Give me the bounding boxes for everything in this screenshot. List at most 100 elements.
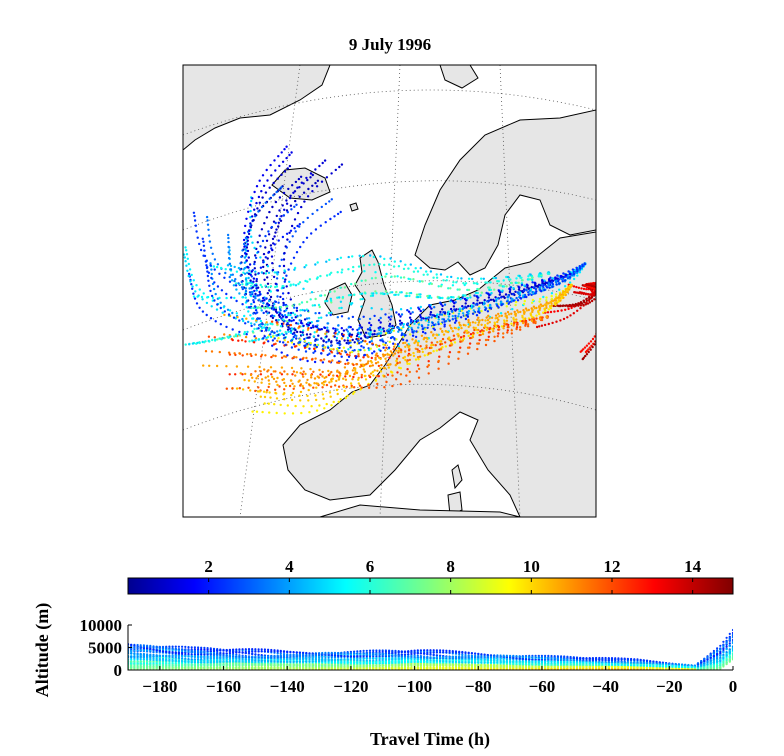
trajectory-point: [294, 374, 297, 377]
trajectory-point: [476, 347, 479, 351]
trajectory-point: [373, 314, 376, 318]
trajectory-point: [461, 305, 464, 308]
trajectory-point: [453, 341, 457, 344]
trajectory-point: [488, 304, 492, 307]
trajectory-point: [343, 389, 346, 393]
trajectory-point: [522, 302, 526, 306]
trajectory-point: [223, 333, 226, 336]
trajectory-point: [274, 169, 277, 172]
trajectory-point: [295, 322, 298, 325]
trajectory-point: [215, 308, 219, 311]
trajectory-point: [297, 282, 300, 286]
trajectory-point: [340, 355, 343, 358]
trajectory-point: [427, 364, 430, 367]
trajectory-point: [205, 266, 209, 270]
trajectory-point: [435, 349, 438, 352]
trajectory-point: [283, 381, 286, 385]
trajectory-point: [357, 376, 360, 380]
trajectory-point: [372, 292, 375, 295]
trajectory-point: [192, 279, 195, 282]
colorbar-tick-label: 10: [523, 557, 540, 576]
trajectory-point: [355, 363, 359, 366]
trajectory-point: [374, 362, 378, 365]
trajectory-point: [528, 318, 531, 321]
trajectory-point: [464, 294, 467, 297]
trajectory-point: [260, 309, 263, 312]
trajectory-point: [271, 248, 274, 252]
trajectory-point: [487, 338, 490, 342]
trajectory-point: [337, 324, 340, 327]
trajectory-point: [439, 285, 443, 288]
trajectory-point: [537, 283, 541, 286]
trajectory-point: [379, 316, 382, 320]
trajectory-point: [601, 289, 603, 291]
trajectory-point: [418, 280, 421, 283]
trajectory-point: [385, 360, 388, 363]
trajectory-point: [335, 388, 339, 392]
trajectory-point: [228, 353, 232, 356]
trajectory-point: [250, 324, 253, 328]
trajectory-point: [258, 234, 261, 237]
trajectory-point: [205, 301, 209, 305]
trajectory-point: [302, 324, 305, 327]
trajectory-point: [238, 387, 241, 390]
trajectory-point: [447, 362, 450, 365]
trajectory-point: [337, 385, 341, 388]
trajectory-point: [258, 317, 261, 320]
trajectory-point: [464, 302, 467, 305]
trajectory-point: [560, 295, 564, 298]
trajectory-point: [238, 319, 241, 322]
trajectory-point: [488, 321, 491, 324]
trajectory-point: [530, 315, 533, 318]
trajectory-point: [524, 321, 527, 324]
trajectory-point: [279, 309, 282, 312]
trajectory-point: [265, 336, 268, 340]
trajectory-point: [443, 314, 446, 317]
trajectory-point: [324, 332, 327, 335]
trajectory-point: [442, 311, 445, 314]
trajectory-point: [497, 324, 500, 328]
trajectory-point: [531, 308, 534, 312]
trajectory-point: [572, 304, 575, 308]
trajectory-point: [551, 299, 554, 303]
trajectory-point: [257, 306, 260, 309]
trajectory-point: [329, 344, 333, 347]
trajectory-point: [220, 338, 223, 341]
trajectory-point: [265, 168, 268, 172]
trajectory-point: [289, 284, 292, 287]
trajectory-point: [253, 380, 256, 383]
trajectory-point: [582, 292, 586, 295]
trajectory-point: [397, 355, 401, 358]
trajectory-point: [417, 376, 421, 379]
trajectory-point: [332, 348, 335, 351]
trajectory-point: [255, 317, 259, 321]
trajectory-point: [203, 341, 206, 344]
trajectory-point: [321, 361, 325, 364]
trajectory-point: [607, 282, 609, 284]
trajectory-point: [361, 363, 365, 366]
trajectory-point: [307, 187, 310, 191]
trajectory-point: [295, 330, 299, 334]
trajectory-point: [397, 347, 401, 350]
trajectory-point: [264, 327, 268, 330]
trajectory-point: [257, 250, 260, 254]
trajectory-point: [351, 315, 355, 319]
trajectory-point: [406, 362, 409, 365]
trajectory-point: [487, 335, 490, 338]
trajectory: [192, 211, 586, 319]
trajectory-point: [264, 272, 268, 275]
trajectory-point: [540, 283, 543, 286]
trajectory-point: [528, 289, 531, 292]
trajectory-point: [602, 281, 604, 283]
trajectory-point: [587, 350, 590, 354]
trajectory-point: [326, 299, 329, 303]
trajectory-point: [584, 292, 588, 295]
trajectory-point: [287, 330, 290, 333]
trajectory-point: [492, 298, 495, 301]
trajectory-point: [487, 314, 490, 317]
trajectory-point: [389, 331, 393, 334]
trajectory-point: [300, 181, 303, 184]
trajectory-point: [476, 331, 479, 334]
trajectory-point: [241, 354, 244, 357]
trajectory-point: [590, 299, 594, 303]
